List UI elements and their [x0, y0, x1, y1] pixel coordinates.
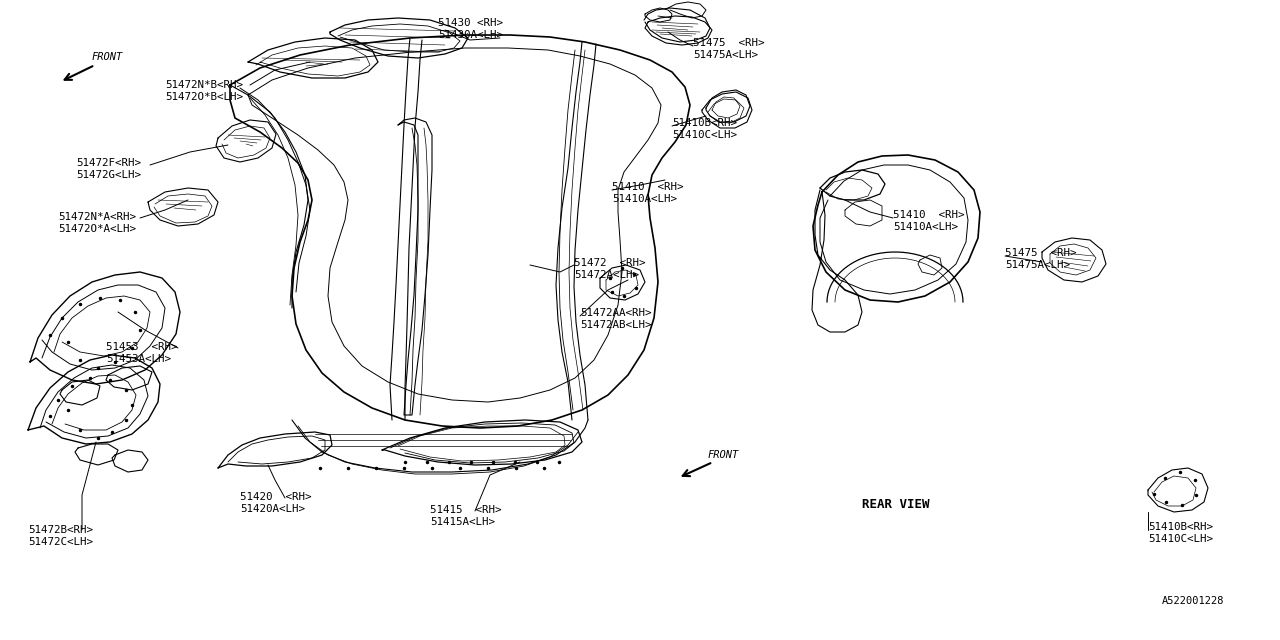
Text: 51472AA<RH>
51472AB<LH>: 51472AA<RH> 51472AB<LH>	[580, 308, 652, 330]
Text: REAR VIEW: REAR VIEW	[861, 498, 929, 511]
Text: FRONT: FRONT	[708, 450, 740, 460]
Text: 51410  <RH>
51410A<LH>: 51410 <RH> 51410A<LH>	[893, 210, 965, 232]
Text: FRONT: FRONT	[92, 52, 123, 62]
Text: 51472F<RH>
51472G<LH>: 51472F<RH> 51472G<LH>	[76, 158, 141, 180]
Text: 51410B<RH>
51410C<LH>: 51410B<RH> 51410C<LH>	[1148, 522, 1213, 545]
Text: A522001228: A522001228	[1162, 596, 1225, 606]
Text: 51410  <RH>
51410A<LH>: 51410 <RH> 51410A<LH>	[612, 182, 684, 204]
Text: 51475  <RH>
51475A<LH>: 51475 <RH> 51475A<LH>	[692, 38, 764, 60]
Text: 51472B<RH>
51472C<LH>: 51472B<RH> 51472C<LH>	[28, 525, 93, 547]
Text: 51410B<RH>
51410C<LH>: 51410B<RH> 51410C<LH>	[672, 118, 737, 140]
Text: 51453  <RH>
51453A<LH>: 51453 <RH> 51453A<LH>	[106, 342, 178, 364]
Text: 51475  <RH>
51475A<LH>: 51475 <RH> 51475A<LH>	[1005, 248, 1076, 270]
Text: 51415  <RH>
51415A<LH>: 51415 <RH> 51415A<LH>	[430, 505, 502, 527]
Text: 51472N*A<RH>
51472O*A<LH>: 51472N*A<RH> 51472O*A<LH>	[58, 212, 136, 234]
Text: 51472  <RH>
51472A<LH>: 51472 <RH> 51472A<LH>	[573, 258, 645, 280]
Text: 51430 <RH>
51430A<LH>: 51430 <RH> 51430A<LH>	[438, 18, 503, 40]
Text: 51472N*B<RH>
51472O*B<LH>: 51472N*B<RH> 51472O*B<LH>	[165, 80, 243, 102]
Text: 51420  <RH>
51420A<LH>: 51420 <RH> 51420A<LH>	[241, 492, 311, 515]
